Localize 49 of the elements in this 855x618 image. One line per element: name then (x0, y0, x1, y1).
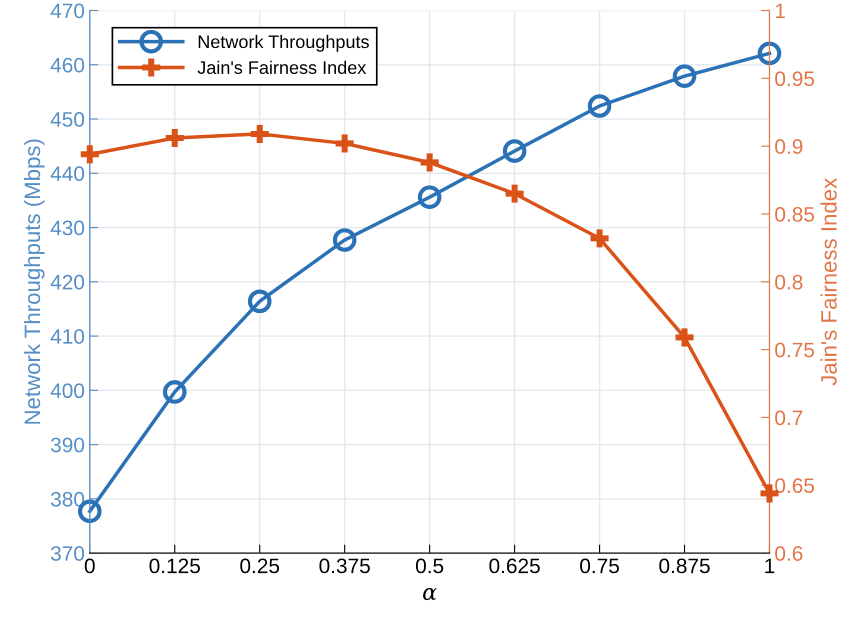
point (506, 184, 524, 203)
y2-tick-label: 0.85 (775, 206, 814, 222)
x-tick-label: 0 (84, 558, 95, 574)
x-tick-label: 1 (765, 558, 774, 574)
x-tick-label: 0.625 (489, 558, 540, 574)
point (502, 139, 526, 163)
x-tick-label: 0.875 (659, 558, 710, 574)
legend-label: Network Throughputs (198, 34, 369, 52)
y-tick-label: 370 (50, 546, 84, 561)
y-tick-label: 450 (50, 112, 84, 127)
point (166, 128, 184, 148)
point (676, 328, 694, 346)
point (80, 145, 99, 164)
y-tick-label: 400 (50, 383, 84, 398)
point (588, 94, 612, 118)
y-tick-label: 470 (50, 4, 84, 18)
point (336, 134, 354, 152)
point (332, 228, 356, 252)
point (248, 290, 272, 314)
y2-tick-label: 0.65 (775, 478, 814, 494)
x-axis-title: α (423, 588, 437, 600)
x-tick-label: 0.5 (416, 558, 444, 574)
point (590, 229, 609, 248)
point (418, 185, 442, 209)
point (758, 42, 782, 66)
y-tick-label: 420 (50, 274, 84, 290)
y2-tick-label: 0.6 (775, 546, 802, 561)
y2-tick-label: 0.75 (775, 342, 814, 358)
y2-tick-label: 1 (776, 4, 785, 18)
point (420, 153, 439, 172)
y-tick-label: 390 (50, 438, 84, 452)
x-tick-label: 0.375 (319, 558, 370, 574)
y2-axis-title: Jain's Fairness Index (820, 178, 837, 386)
y-tick-label: 410 (50, 329, 84, 344)
y-tick-label: 460 (50, 58, 84, 73)
y2-tick-label: 0.95 (775, 71, 814, 86)
x-tick-label: 0.125 (149, 558, 200, 574)
point (672, 64, 696, 88)
y2-tick-label: 0.8 (775, 274, 802, 290)
point (162, 380, 187, 404)
y2-tick-label: 0.7 (775, 410, 802, 426)
y-axis-title: Network Throughputs (Mbps) (24, 139, 45, 424)
x-tick-label: 0.25 (240, 558, 280, 574)
y-tick-label: 440 (50, 166, 84, 182)
y-tick-label: 430 (50, 220, 84, 236)
legend-label: Jain's Fairness Index (198, 60, 366, 74)
y2-tick-label: 0.9 (775, 139, 802, 154)
point (250, 124, 269, 143)
x-tick-label: 0.75 (580, 558, 619, 574)
